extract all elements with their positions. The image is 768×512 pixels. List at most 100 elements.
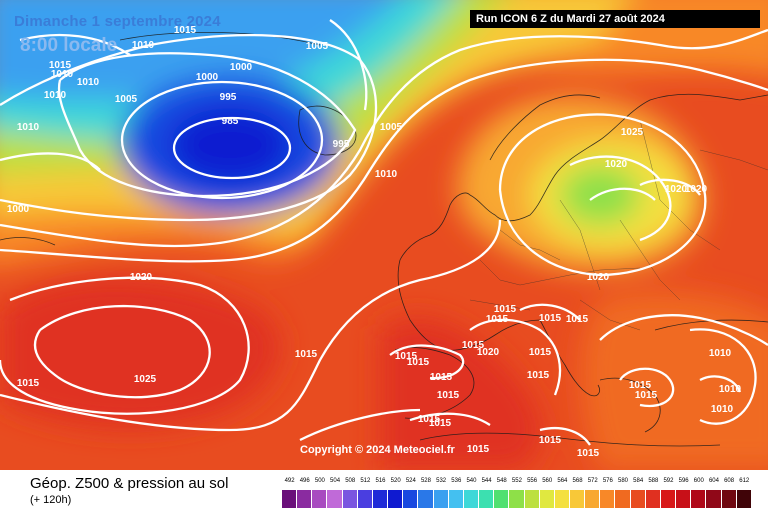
legend-swatch	[463, 490, 480, 508]
legend-label: 504	[330, 478, 341, 484]
legend-swatch	[327, 490, 343, 508]
isobar-label: 1015	[494, 304, 517, 315]
legend-label: 556	[527, 478, 538, 484]
legend-label: 524	[405, 478, 416, 484]
legend-label: 516	[375, 478, 386, 484]
legend-swatch	[297, 490, 313, 508]
forecast-date: Dimanche 1 septembre 2024	[14, 13, 221, 30]
legend-label: 536	[451, 478, 462, 484]
isobar-label: 1010	[44, 90, 67, 101]
z500-colour-field	[0, 0, 768, 470]
legend-label: 612	[739, 478, 750, 484]
isobar-label: 1010	[375, 169, 398, 180]
legend-label: 600	[693, 478, 704, 484]
isobar-label: 1025	[134, 374, 157, 385]
legend-swatch	[615, 490, 631, 508]
legend-swatches	[282, 490, 752, 508]
isobar-label: 1015	[629, 380, 652, 391]
legend-swatch	[418, 490, 434, 508]
forecast-lead-time: (+ 120h)	[30, 494, 72, 506]
legend-labels: 492 496 500 504 508 512 516 520 524 528 532 536 540 5…	[282, 478, 752, 488]
isobar-label: 1015	[295, 349, 318, 360]
legend-swatch	[524, 490, 540, 508]
legend-label: 588	[648, 478, 659, 484]
legend-swatch	[539, 490, 555, 508]
isobar-label: 1020	[665, 184, 688, 195]
legend-label: 528	[420, 478, 431, 484]
legend-swatch	[448, 490, 464, 508]
legend-label: 592	[663, 478, 674, 484]
legend-swatch	[372, 490, 389, 508]
legend-label: 552	[511, 478, 522, 484]
isobar-label: 1015	[395, 351, 418, 362]
isobar-label: 1015	[486, 314, 509, 325]
isobar-label: 1010	[719, 384, 742, 395]
isobar-label: 1015	[577, 448, 600, 459]
legend-label: 520	[390, 478, 401, 484]
legend-label: 572	[587, 478, 598, 484]
isobar-label: 995	[333, 139, 350, 150]
legend-label: 584	[633, 478, 644, 484]
legend-label: 496	[299, 478, 310, 484]
legend-swatch	[736, 490, 752, 508]
legend-swatch	[388, 490, 404, 508]
legend-label: 540	[466, 478, 477, 484]
legend-swatch	[630, 490, 646, 508]
isobar-label: 1010	[77, 77, 100, 88]
geopotential-map-svg: 1015101010101015101010101005100010001005…	[0, 0, 768, 470]
legend-label: 608	[724, 478, 735, 484]
legend-swatch	[403, 490, 419, 508]
isobar-label: 1020	[587, 272, 610, 283]
legend-label: 544	[481, 478, 492, 484]
isobar-label: 1015	[49, 60, 72, 71]
isobar-label: 1010	[709, 348, 732, 359]
isobar-label: 1025	[621, 127, 644, 138]
legend-swatch	[676, 490, 692, 508]
isobar-label: 1015	[635, 390, 658, 401]
legend-swatch	[706, 490, 722, 508]
isobar-label: 1015	[437, 390, 460, 401]
legend-swatch	[569, 490, 586, 508]
legend-label: 500	[314, 478, 325, 484]
legend-swatch	[660, 490, 677, 508]
isobar-label: 1015	[462, 340, 485, 351]
legend-swatch	[645, 490, 661, 508]
isobar-label: 1020	[605, 159, 628, 170]
isobar-label: 1010	[17, 122, 40, 133]
isobar-labels: 1015101010101015101010101005100010001005…	[7, 25, 742, 459]
legend-swatch	[282, 490, 298, 508]
colour-scale-legend: 492 496 500 504 508 512 516 520 524 528 532 536 540 5…	[282, 478, 752, 508]
isobar-label: 1015	[527, 370, 550, 381]
isobar-label: 1015	[529, 347, 552, 358]
isobar-label: 1015	[17, 378, 40, 389]
legend-label: 580	[618, 478, 629, 484]
isobar-label: 1015	[539, 435, 562, 446]
legend-label: 560	[542, 478, 553, 484]
legend-label: 596	[678, 478, 689, 484]
legend-swatch	[600, 490, 616, 508]
legend-swatch	[433, 490, 449, 508]
legend-swatch	[691, 490, 707, 508]
isobar-label: 1010	[51, 69, 74, 80]
isobar-label: 1005	[115, 94, 138, 105]
isobar-label: 1015	[418, 414, 441, 425]
legend-swatch	[357, 490, 373, 508]
isobar-label: 985	[222, 116, 239, 127]
legend-label: 508	[345, 478, 356, 484]
isobar-label: 995	[220, 92, 237, 103]
isobar-label: 1005	[306, 41, 329, 52]
legend-label: 532	[436, 478, 447, 484]
forecast-time: 8:00 locale	[20, 35, 118, 56]
isobar-label: 1000	[196, 72, 219, 83]
isobar-label: 1005	[380, 122, 403, 133]
map-title: Géop. Z500 & pression au sol	[30, 475, 229, 492]
legend-label: 604	[708, 478, 719, 484]
legend-label: 548	[496, 478, 507, 484]
isobar-label: 1015	[467, 444, 490, 455]
weather-map: 1015 1010 1010 1015 1010 1010 1005 1000 1000 1005…	[0, 0, 768, 470]
legend-swatch	[554, 490, 570, 508]
isobar-label: 1015	[174, 25, 197, 36]
isobar-label: 1015	[430, 372, 453, 383]
isobar-label: 1000	[230, 62, 253, 73]
legend-swatch	[312, 490, 328, 508]
